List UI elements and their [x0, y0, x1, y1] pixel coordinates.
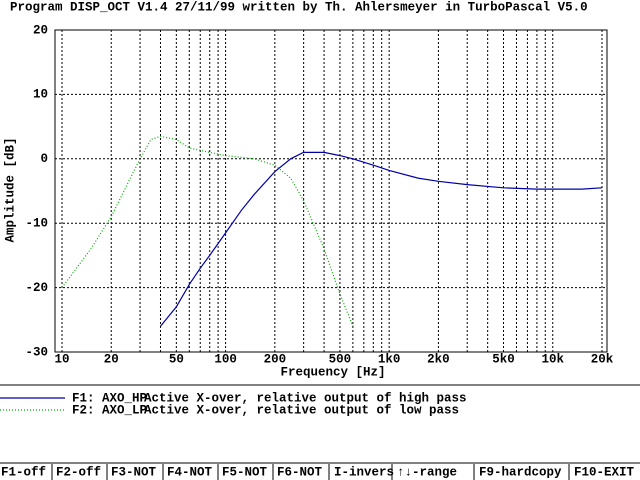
function-key[interactable]: ↑↓-range — [397, 465, 457, 479]
y-tick-label: -10 — [25, 216, 48, 230]
function-key[interactable]: F1-off — [1, 465, 46, 479]
function-key[interactable]: I-invers — [334, 465, 394, 479]
y-tick-label: -30 — [25, 345, 48, 359]
legend-name: F2: AXO_LP — [72, 403, 147, 417]
legend-description: Active X-over, relative output of low pa… — [144, 403, 459, 417]
x-tick-label: 5k0 — [492, 352, 515, 366]
function-key[interactable]: F2-off — [56, 465, 101, 479]
x-axis-label: Frequency [Hz] — [280, 365, 385, 379]
function-key[interactable]: F3-NOT — [111, 465, 157, 479]
y-tick-label: -20 — [25, 281, 48, 295]
x-tick-label: 10k — [541, 352, 564, 366]
function-key[interactable]: F5-NOT — [222, 465, 268, 479]
x-tick-label: 500 — [329, 352, 352, 366]
y-tick-label: 10 — [33, 88, 48, 102]
x-tick-label: 2k0 — [427, 352, 450, 366]
x-tick-label: 10 — [54, 352, 69, 366]
plot-frame — [54, 29, 608, 353]
function-key[interactable]: F9-hardcopy — [479, 465, 562, 479]
x-tick-label: 200 — [264, 352, 287, 366]
title: Program DISP_OCT V1.4 27/11/99 written b… — [10, 0, 588, 14]
y-axis-label: Amplitude [dB] — [3, 137, 17, 242]
y-tick-label: 0 — [40, 152, 48, 166]
x-tick-label: 100 — [214, 352, 237, 366]
function-key[interactable]: F10-EXIT — [574, 465, 635, 479]
legend-description: Active X-over, relative output of high p… — [144, 391, 467, 405]
legend-name: F1: AXO_HP — [72, 391, 147, 405]
function-key[interactable]: F6-NOT — [277, 465, 323, 479]
x-tick-label: 1k0 — [378, 352, 401, 366]
series-line — [61, 135, 354, 327]
x-tick-label: 20 — [104, 352, 119, 366]
x-tick-label: 20k — [591, 352, 614, 366]
series-line — [160, 151, 603, 327]
function-key[interactable]: F4-NOT — [167, 465, 213, 479]
x-tick-label: 50 — [169, 352, 184, 366]
y-tick-label: 20 — [33, 23, 48, 37]
